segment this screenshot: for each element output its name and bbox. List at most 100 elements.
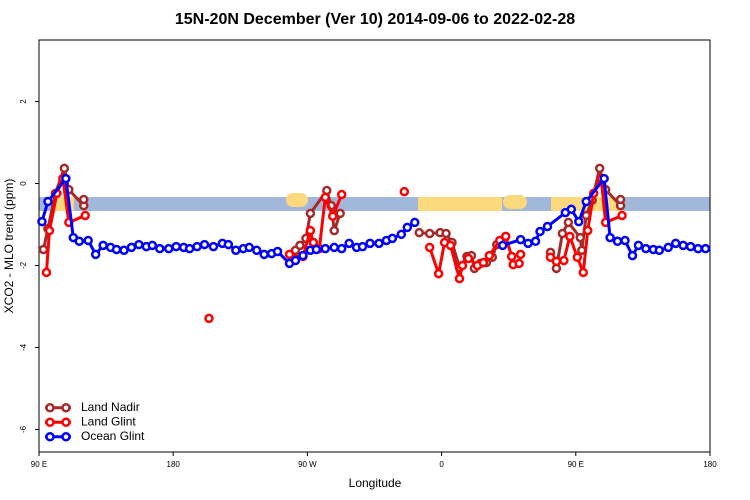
point xyxy=(119,245,129,256)
point xyxy=(259,249,269,260)
point xyxy=(433,268,444,279)
point xyxy=(663,242,673,253)
point xyxy=(599,173,609,184)
point xyxy=(311,244,322,255)
point xyxy=(147,240,158,251)
point xyxy=(305,208,316,219)
point xyxy=(90,249,101,260)
point xyxy=(454,273,465,284)
y-tick-label: -4 xyxy=(19,343,28,351)
point xyxy=(685,241,696,252)
point xyxy=(387,233,398,244)
point xyxy=(320,192,331,203)
point xyxy=(192,241,202,252)
point xyxy=(484,250,495,261)
chart-title: 15N-20N December (Ver 10) 2014-09-06 to … xyxy=(175,11,575,28)
point xyxy=(445,240,456,251)
point xyxy=(575,232,586,243)
point xyxy=(396,229,407,240)
point xyxy=(336,243,347,254)
x-tick-label: 180 xyxy=(703,460,717,469)
point xyxy=(678,240,688,251)
point xyxy=(320,243,331,254)
point xyxy=(515,249,526,260)
point xyxy=(41,267,52,278)
point xyxy=(572,252,583,263)
point xyxy=(111,244,122,255)
legend-marker xyxy=(61,403,71,413)
point xyxy=(78,194,89,205)
point xyxy=(514,258,524,269)
y-tick-label: 2 xyxy=(19,99,28,104)
point xyxy=(615,194,626,205)
point xyxy=(605,232,615,243)
legend-label: Ocean Glint xyxy=(81,429,145,443)
point xyxy=(295,240,305,251)
point xyxy=(500,231,511,242)
point xyxy=(497,240,508,251)
point xyxy=(574,216,584,227)
x-tick-label: 180 xyxy=(167,460,181,469)
point xyxy=(620,235,630,246)
point xyxy=(402,222,413,233)
point xyxy=(424,228,435,239)
point xyxy=(594,163,605,174)
point xyxy=(244,242,254,253)
point xyxy=(83,235,93,246)
point xyxy=(566,204,577,215)
x-tick-label: 90 E xyxy=(568,460,584,469)
legend-marker xyxy=(45,417,55,427)
point xyxy=(581,196,591,207)
point xyxy=(204,313,214,324)
point xyxy=(700,243,711,254)
point xyxy=(290,255,301,266)
point xyxy=(59,163,70,174)
point xyxy=(542,221,553,232)
point xyxy=(578,267,589,278)
point xyxy=(74,236,85,247)
point xyxy=(627,250,638,261)
x-tick-label: 90 W xyxy=(298,460,317,469)
x-tick-label: 90 E xyxy=(31,460,47,469)
point xyxy=(171,241,181,252)
legend-label: Land Glint xyxy=(81,414,136,428)
x-tick-label: 0 xyxy=(439,460,444,469)
point xyxy=(208,241,219,252)
point xyxy=(582,225,593,236)
point xyxy=(457,260,468,271)
point xyxy=(80,210,90,221)
point xyxy=(515,234,526,245)
point xyxy=(478,257,489,268)
point xyxy=(633,240,644,251)
point xyxy=(223,239,234,250)
point xyxy=(335,208,345,219)
point xyxy=(329,242,339,253)
legend-marker xyxy=(45,432,55,442)
point xyxy=(617,210,627,221)
point xyxy=(523,238,533,249)
point xyxy=(38,244,49,255)
legend-marker xyxy=(45,403,55,413)
point xyxy=(199,239,210,250)
point xyxy=(670,238,681,249)
point xyxy=(365,238,375,249)
point xyxy=(298,250,308,261)
point xyxy=(559,255,569,266)
point xyxy=(344,238,354,249)
point xyxy=(374,238,384,249)
point xyxy=(231,245,241,256)
point xyxy=(410,217,420,228)
point xyxy=(654,245,665,256)
point xyxy=(399,186,410,197)
point xyxy=(272,246,283,257)
point xyxy=(424,242,435,253)
point xyxy=(612,236,623,247)
point xyxy=(641,243,651,254)
y-tick-label: -2 xyxy=(19,261,28,269)
point xyxy=(563,217,574,228)
point xyxy=(506,251,517,262)
point xyxy=(357,241,368,252)
point xyxy=(414,227,424,238)
point xyxy=(184,243,195,254)
